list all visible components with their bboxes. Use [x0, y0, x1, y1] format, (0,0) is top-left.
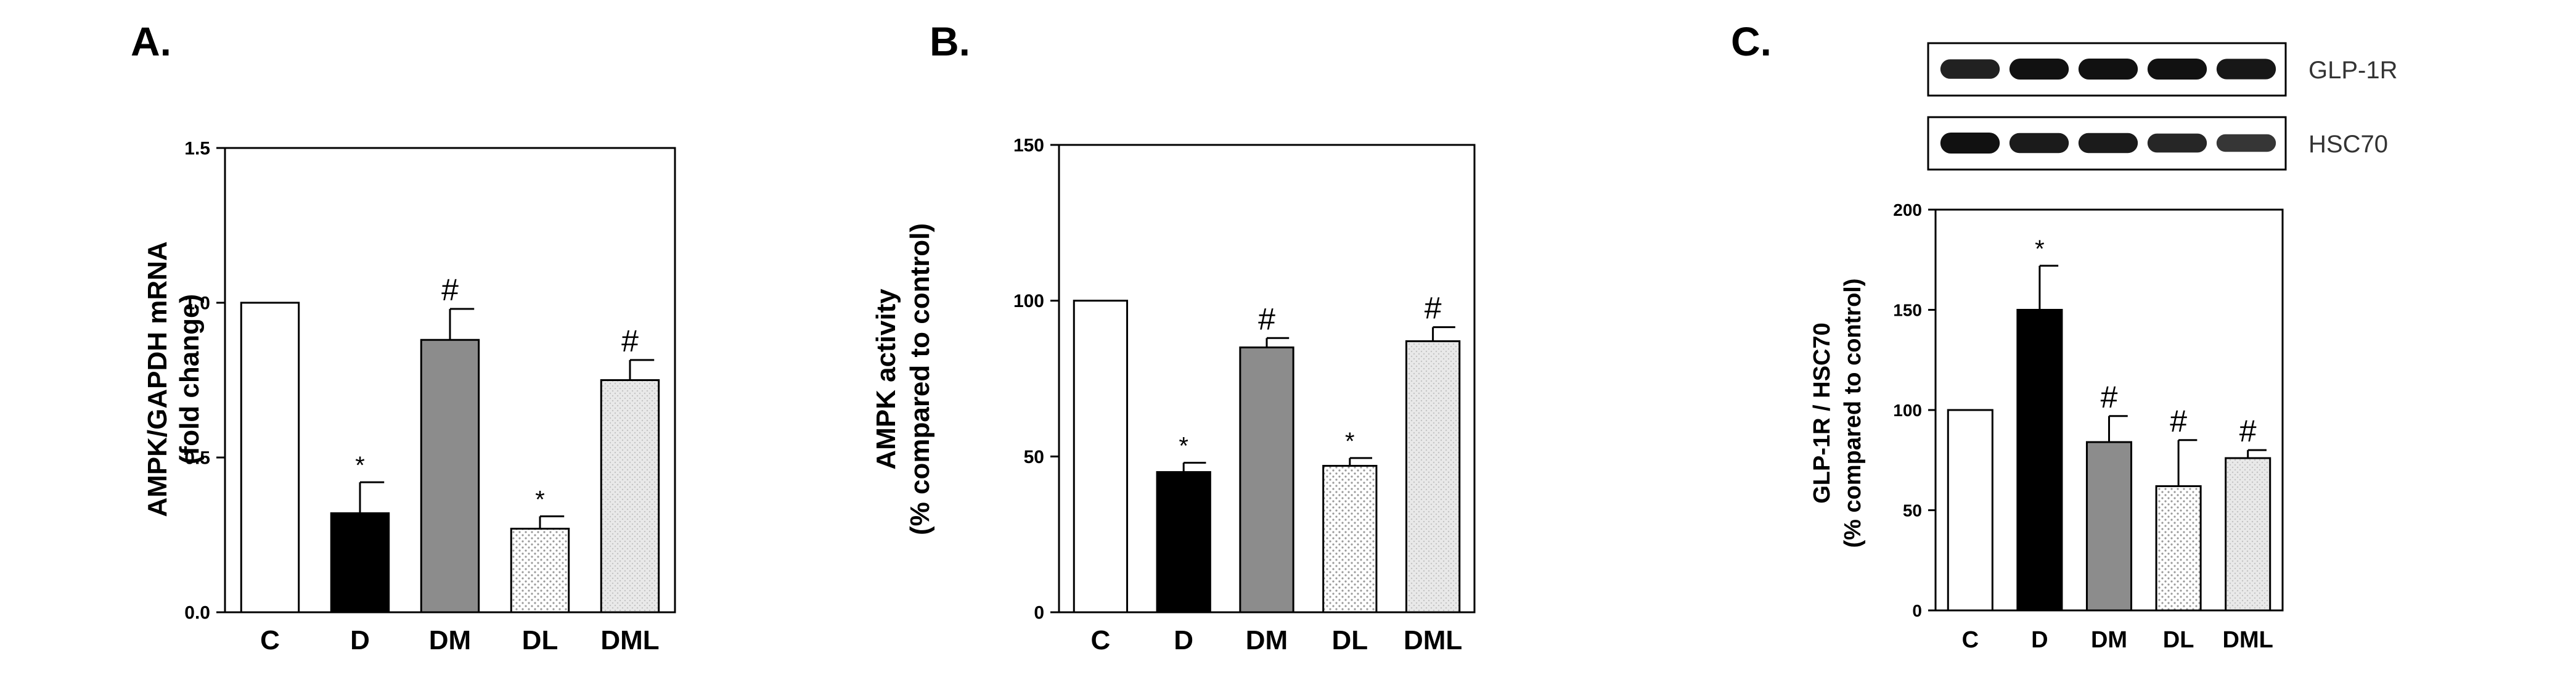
significance-label: * — [1179, 432, 1188, 459]
chart-c-ylabel-line2: (% compared to control) — [1840, 278, 1866, 548]
plot-frame — [224, 147, 676, 613]
y-tick-label: 50 — [1903, 501, 1922, 520]
y-tick-label: 0 — [1034, 603, 1044, 623]
bar — [1947, 409, 1993, 612]
blot-bands-glp1r — [1940, 59, 2276, 80]
blot-band — [2009, 59, 2069, 80]
chart-a: AMPK/GAPDH mRNA (fold change) C * D # DM * DL #… — [142, 139, 676, 655]
plot-frame — [1058, 144, 1476, 613]
significance-label: # — [1258, 302, 1275, 336]
significance-label: * — [355, 452, 365, 479]
y-tick-label: 100 — [1013, 291, 1044, 311]
category-label: C — [1962, 627, 1979, 653]
bar — [2085, 441, 2133, 612]
chart-a-ylabel-line2: (fold change) — [174, 294, 205, 464]
category-label: DM — [429, 625, 471, 655]
bar — [2155, 485, 2202, 612]
significance-label: # — [2239, 414, 2257, 448]
blot-band — [2147, 133, 2207, 153]
blot-label-hsc70: HSC70 — [2308, 131, 2388, 158]
category-label: DL — [1331, 625, 1368, 655]
significance-label: # — [621, 324, 639, 358]
bar — [240, 302, 300, 613]
category-label: DL — [522, 625, 558, 655]
significance-label: # — [1425, 291, 1442, 326]
blot-bands-hsc70 — [1940, 133, 2276, 154]
y-tick-label: 150 — [1893, 300, 1922, 319]
category-label: C — [260, 625, 280, 655]
y-tick-label: 200 — [1893, 200, 1922, 220]
bar — [1405, 340, 1461, 613]
y-tick-label: 1.0 — [184, 293, 210, 314]
y-tick-label: 0.5 — [184, 448, 210, 469]
blot-band — [2078, 59, 2138, 80]
chart-b-ylabel-line1: AMPK activity — [871, 289, 901, 470]
bar — [1239, 346, 1294, 613]
significance-label: * — [535, 486, 545, 513]
significance-label: # — [2170, 404, 2187, 438]
plot-frame — [1934, 208, 2284, 612]
y-tick-label: 50 — [1024, 447, 1044, 467]
blot-band — [2147, 59, 2207, 80]
chart-b: AMPK activity (% compared to control) C *… — [871, 136, 1476, 655]
bar — [330, 512, 390, 613]
category-label: DML — [600, 625, 659, 655]
category-label: DM — [1246, 625, 1288, 655]
category-label: DML — [2223, 627, 2273, 653]
category-label: D — [350, 625, 370, 655]
blot-band — [2009, 133, 2069, 154]
significance-label: # — [441, 273, 459, 307]
western-blot: GLP-1R HSC70 — [1927, 42, 2398, 171]
chart-a-ylabel-line1: AMPK/GAPDH mRNA — [142, 241, 173, 517]
panel-b-letter: B. — [930, 18, 970, 64]
chart-b-ylabel-line2: (% compared to control) — [905, 223, 935, 535]
bar — [2225, 457, 2271, 612]
blot-band — [1940, 59, 2000, 79]
chart-c-ylabel-line1: GLP-1R / HSC70 — [1809, 322, 1835, 504]
blot-band — [2216, 134, 2276, 152]
category-label: D — [2031, 627, 2048, 653]
bar — [1322, 464, 1378, 613]
panel-a-letter: A. — [131, 18, 171, 64]
chart-c: GLP-1R / HSC70 (% compared to control) C… — [1809, 200, 2284, 653]
significance-label: * — [2035, 236, 2045, 263]
bar — [1073, 300, 1129, 613]
bar — [2016, 309, 2063, 612]
y-tick-label: 0.0 — [184, 603, 210, 623]
category-label: C — [1091, 625, 1111, 655]
significance-label: # — [2101, 380, 2118, 414]
category-label: DL — [2163, 627, 2194, 653]
bar — [420, 339, 480, 613]
bar — [600, 379, 660, 613]
bar — [1156, 471, 1211, 613]
blot-band — [1940, 133, 2000, 154]
y-tick-label: 100 — [1893, 401, 1922, 420]
blot-band — [2216, 59, 2276, 80]
blot-band — [2078, 133, 2138, 154]
y-tick-label: 1.5 — [184, 139, 210, 159]
panel-c-letter: C. — [1731, 18, 1772, 64]
category-label: DML — [1404, 625, 1462, 655]
category-label: DM — [2091, 627, 2127, 653]
significance-label: * — [1345, 428, 1355, 455]
bar — [510, 527, 570, 613]
category-label: D — [1174, 625, 1193, 655]
y-tick-label: 150 — [1013, 136, 1044, 156]
y-tick-label: 0 — [1912, 601, 1922, 620]
blot-label-glp1r: GLP-1R — [2308, 57, 2398, 84]
